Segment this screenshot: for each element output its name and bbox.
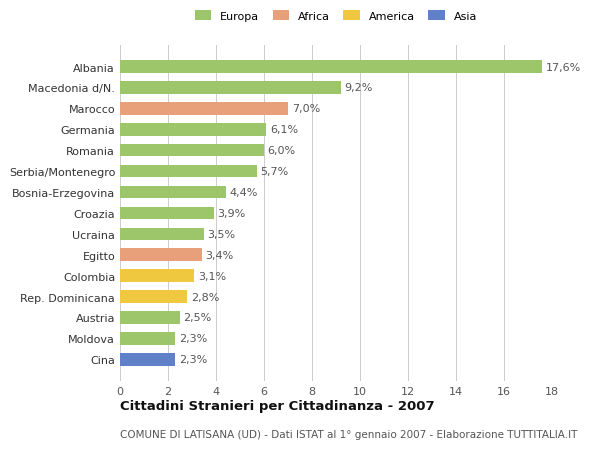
Text: 2,5%: 2,5%: [184, 313, 212, 323]
Bar: [120, 124, 266, 136]
Text: 3,1%: 3,1%: [198, 271, 226, 281]
Text: 2,3%: 2,3%: [179, 354, 207, 364]
Bar: [120, 165, 257, 178]
Bar: [120, 61, 542, 73]
Bar: [120, 145, 264, 157]
Bar: [120, 103, 288, 115]
Text: 2,3%: 2,3%: [179, 334, 207, 344]
Bar: [120, 312, 180, 324]
Bar: [120, 186, 226, 199]
Text: 6,1%: 6,1%: [270, 125, 298, 135]
Bar: [120, 249, 202, 262]
Bar: [120, 353, 175, 366]
Text: 3,9%: 3,9%: [217, 208, 245, 218]
Text: 9,2%: 9,2%: [344, 83, 373, 93]
Text: 7,0%: 7,0%: [292, 104, 320, 114]
Text: 3,5%: 3,5%: [208, 230, 236, 239]
Text: 3,4%: 3,4%: [205, 250, 233, 260]
Bar: [120, 82, 341, 95]
Text: 6,0%: 6,0%: [268, 146, 296, 156]
Bar: [120, 332, 175, 345]
Bar: [120, 228, 204, 241]
Text: 2,8%: 2,8%: [191, 292, 219, 302]
Legend: Europa, Africa, America, Asia: Europa, Africa, America, Asia: [194, 11, 478, 22]
Text: Cittadini Stranieri per Cittadinanza - 2007: Cittadini Stranieri per Cittadinanza - 2…: [120, 399, 434, 412]
Text: 4,4%: 4,4%: [229, 188, 257, 197]
Bar: [120, 207, 214, 220]
Text: 5,7%: 5,7%: [260, 167, 289, 177]
Text: 17,6%: 17,6%: [546, 62, 581, 73]
Text: COMUNE DI LATISANA (UD) - Dati ISTAT al 1° gennaio 2007 - Elaborazione TUTTITALI: COMUNE DI LATISANA (UD) - Dati ISTAT al …: [120, 429, 577, 439]
Bar: [120, 270, 194, 282]
Bar: [120, 291, 187, 303]
